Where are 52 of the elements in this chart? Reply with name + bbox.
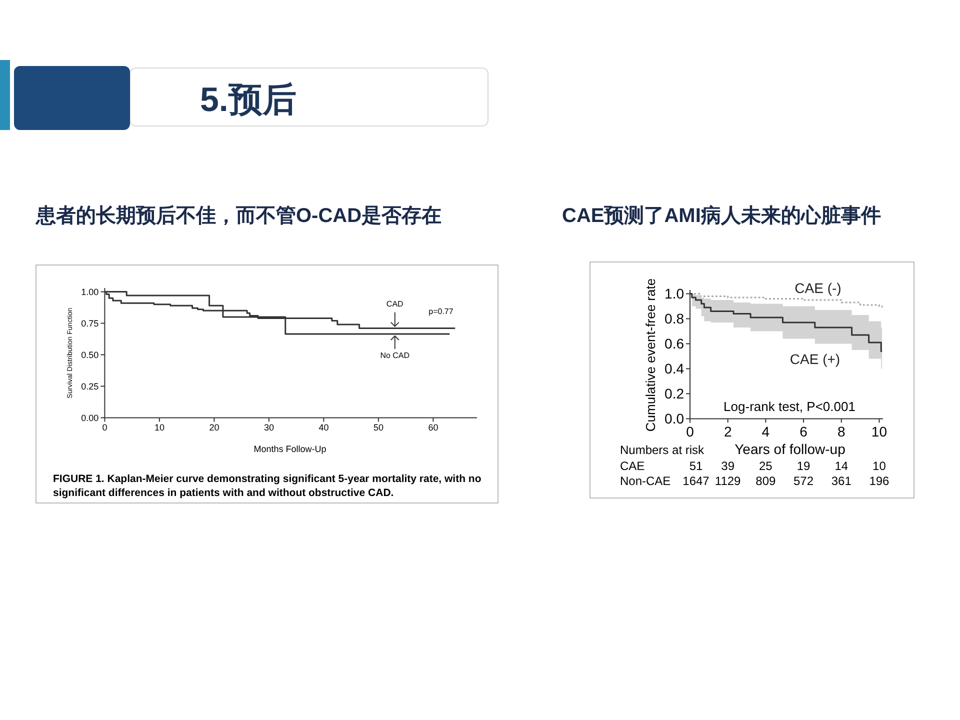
x-axis-title: Months Follow-Up (254, 444, 326, 454)
x-tick-label: 0 (102, 422, 108, 433)
text: 196 (869, 474, 890, 488)
x-tick-label: 60 (428, 422, 438, 433)
text: Numbers at risk (620, 443, 706, 457)
text: 572 (794, 474, 814, 488)
y-axis-title: Cumulative event-free rate (643, 278, 658, 432)
annotation: Log-rank test, P<0.001 (724, 399, 856, 414)
legend-label: No CAD (380, 350, 410, 360)
y-tick-label: 0.75 (81, 318, 99, 328)
x-tick-label: 10 (871, 424, 888, 440)
x-tick-label: 30 (264, 422, 274, 433)
text: 809 (756, 474, 776, 488)
text: Non-CAE (620, 474, 671, 488)
chart-title: CAE预测了AMI病人未来的心脏事件 (562, 204, 881, 227)
y-tick-label: 0.25 (81, 381, 99, 392)
y-tick-label: 1.00 (81, 286, 99, 297)
x-tick-label: 20 (209, 422, 220, 433)
x-tick-label: 8 (837, 424, 846, 440)
series-label: CAE (-) (794, 280, 842, 296)
text: CAE (620, 459, 645, 473)
text: 1129 (714, 474, 742, 488)
y-tick-label: 0.6 (664, 336, 684, 352)
x-axis-title: Years of follow-up (734, 441, 846, 457)
caption: FIGURE 1. Kaplan-Meier curve demonstrating significant 5-year mortality rate, with no significant differences in patients with and without obstructive CAD. (53, 473, 482, 499)
text: 25 (759, 459, 773, 473)
y-tick-label: 0.50 (81, 350, 99, 360)
x-tick-label: 6 (800, 424, 808, 440)
y-tick-label: 0.00 (81, 412, 99, 423)
y-tick-label: 0.0 (664, 410, 684, 427)
x-tick-label: 0 (686, 424, 694, 440)
y-tick-label: 0.4 (664, 360, 684, 377)
text: 361 (831, 474, 852, 488)
text: 5.预后 (200, 81, 296, 119)
y-tick-label: 0.8 (664, 310, 684, 327)
text: 39 (721, 459, 735, 473)
text: 10 (872, 459, 886, 473)
y-tick-label: 1.0 (664, 286, 684, 302)
y-tick-label: 0.2 (664, 386, 684, 402)
text: 51 (689, 459, 703, 473)
x-tick-label: 40 (318, 422, 329, 433)
text: 14 (834, 459, 848, 473)
text: CAD (386, 299, 404, 308)
text: 19 (796, 459, 811, 473)
chart-title: 患者的长期预后不佳，而不管O-CAD是否存在 (35, 204, 442, 227)
x-tick-label: 10 (154, 422, 164, 433)
series-label: CAE (+) (790, 351, 840, 367)
x-tick-label: 4 (762, 424, 770, 440)
x-tick-label: 50 (373, 422, 384, 433)
x-tick-label: 2 (724, 424, 732, 440)
annotation: p=0.77 (428, 307, 454, 316)
text: 1647 (682, 474, 710, 488)
